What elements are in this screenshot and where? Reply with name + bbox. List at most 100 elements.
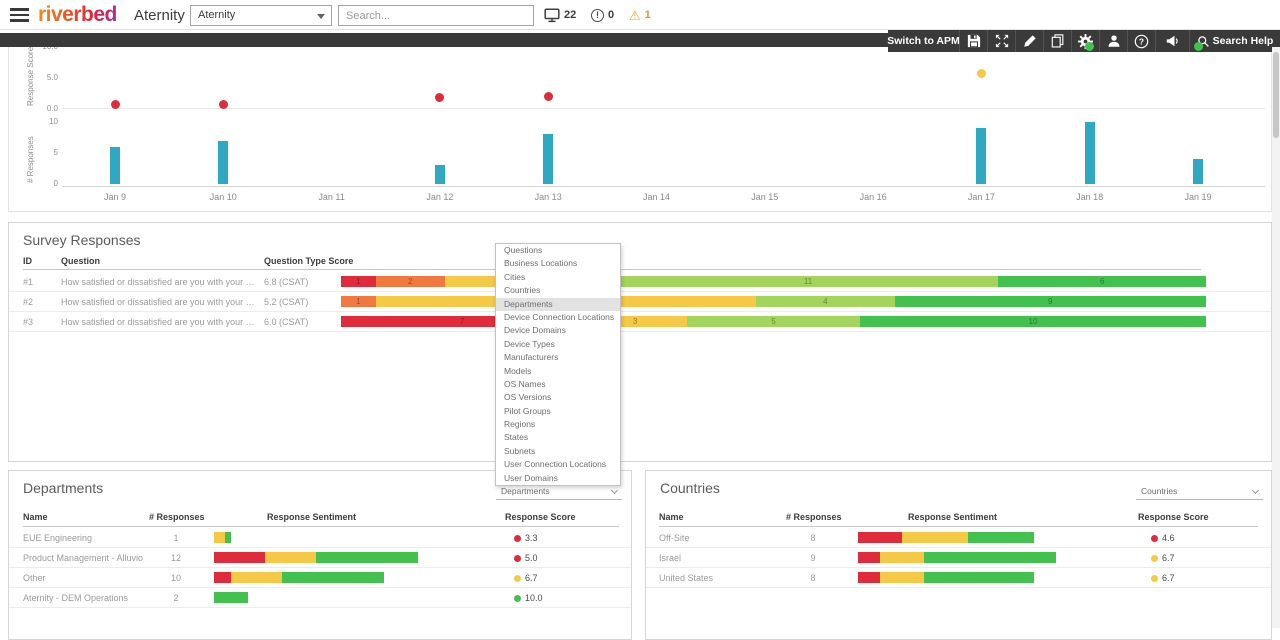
- hamburger-menu-icon[interactable]: [10, 8, 29, 22]
- responses-bar[interactable]: [218, 140, 229, 184]
- menu-item-os-names[interactable]: OS Names: [504, 378, 546, 389]
- sentiment-segment[interactable]: [265, 551, 316, 563]
- menu-item-cities[interactable]: Cities: [504, 271, 526, 282]
- countries-table-row[interactable]: Israel 9 6.7: [646, 547, 1271, 568]
- alert-status[interactable]: ! 0: [591, 0, 614, 30]
- help-button[interactable]: ?: [1128, 30, 1156, 52]
- survey-table-row[interactable]: #1 How satisfied or dissatisfied are you …: [9, 271, 1271, 292]
- sentiment-segment[interactable]: [214, 571, 231, 583]
- sentiment-segment[interactable]: [968, 531, 1034, 543]
- sentiment-segment[interactable]: [282, 571, 384, 583]
- countries-dimension-select[interactable]: Countries: [1136, 484, 1263, 500]
- responses-bar[interactable]: [434, 165, 445, 184]
- survey-table-row[interactable]: #3 How satisfied or dissatisfied are you …: [9, 311, 1271, 332]
- sentiment-segment[interactable]: 3: [583, 315, 687, 327]
- menu-item-departments[interactable]: Departments: [496, 297, 620, 311]
- menu-item-user-domains[interactable]: User Domains: [504, 472, 558, 483]
- menu-item-os-versions[interactable]: OS Versions: [504, 392, 552, 403]
- sentiment-segment[interactable]: 11: [617, 275, 999, 287]
- sentiment-bar[interactable]: [858, 571, 1034, 583]
- sentiment-segment[interactable]: [858, 571, 880, 583]
- sentiment-segment[interactable]: [225, 531, 231, 543]
- menu-item-states[interactable]: States: [504, 432, 529, 443]
- sentiment-segment[interactable]: [902, 531, 968, 543]
- sentiment-segment[interactable]: 9: [894, 295, 1206, 307]
- responses-bar[interactable]: [1193, 159, 1203, 184]
- menu-item-user-connection-locations[interactable]: User Connection Locations: [504, 459, 607, 470]
- sentiment-segment[interactable]: 7: [341, 315, 584, 327]
- menu-item-models[interactable]: Models: [504, 365, 532, 376]
- sentiment-segment[interactable]: 5: [686, 315, 860, 327]
- monitor-status[interactable]: 22: [544, 0, 576, 30]
- menu-item-pilot-groups[interactable]: Pilot Groups: [504, 405, 551, 416]
- sentiment-segment[interactable]: [880, 551, 924, 563]
- menu-item-device-connection-locations[interactable]: Device Connection Locations: [504, 311, 615, 322]
- sentiment-segment[interactable]: 1: [341, 275, 376, 287]
- user-button[interactable]: [1100, 30, 1128, 52]
- sentiment-segment[interactable]: [214, 531, 226, 543]
- departments-table-row[interactable]: Product Management - Alluvio 12 5.0: [9, 547, 631, 568]
- sentiment-segment[interactable]: [858, 551, 880, 563]
- responses-bar[interactable]: [543, 134, 554, 184]
- menu-item-questions[interactable]: Questions: [504, 245, 543, 255]
- score-point[interactable]: [1193, 41, 1203, 51]
- switch-to-apm-button[interactable]: Switch to APM: [887, 30, 960, 52]
- score-point[interactable]: [435, 92, 445, 102]
- workspace-select[interactable]: Aternity: [190, 5, 332, 26]
- announcements-button[interactable]: [1156, 30, 1190, 52]
- export-button[interactable]: [1044, 30, 1072, 52]
- warning-status[interactable]: ⚠ 1: [629, 0, 651, 30]
- fullscreen-button[interactable]: [988, 30, 1016, 52]
- survey-table-row[interactable]: #2 How satisfied or dissatisfied are you …: [9, 291, 1271, 312]
- menu-item-device-domains[interactable]: Device Domains: [504, 325, 566, 336]
- countries-table-row[interactable]: United States 8 6.7: [646, 567, 1271, 588]
- responses-bar[interactable]: [110, 146, 120, 184]
- score-point[interactable]: [543, 91, 553, 101]
- departments-dimension-select[interactable]: Departments: [496, 484, 622, 500]
- sentiment-bar[interactable]: 125116: [341, 275, 1206, 287]
- sentiment-segment[interactable]: [214, 551, 265, 563]
- departments-table-row[interactable]: EUE Engineering 1 3.3: [9, 527, 631, 548]
- sentiment-segment[interactable]: 2: [375, 275, 445, 287]
- sentiment-bar[interactable]: 11149: [341, 295, 1206, 307]
- menu-item-subnets[interactable]: Subnets: [504, 445, 536, 456]
- menu-item-business-locations[interactable]: Business Locations: [504, 258, 578, 269]
- sentiment-bar[interactable]: [214, 531, 231, 543]
- sentiment-bar[interactable]: [214, 551, 418, 563]
- sentiment-segment[interactable]: [924, 551, 1056, 563]
- search-help-button[interactable]: Search Help: [1190, 30, 1280, 52]
- sentiment-segment[interactable]: [231, 571, 282, 583]
- sentiment-segment[interactable]: [880, 571, 924, 583]
- sentiment-bar[interactable]: [858, 551, 1056, 563]
- sentiment-segment[interactable]: [214, 591, 248, 603]
- sentiment-segment[interactable]: [858, 531, 902, 543]
- score-point[interactable]: [218, 99, 228, 109]
- annotate-button[interactable]: [1016, 30, 1044, 52]
- sentiment-segment[interactable]: 1: [341, 295, 376, 307]
- sentiment-bar[interactable]: 7 3 5 10: [341, 315, 1206, 327]
- score-point[interactable]: [976, 69, 986, 79]
- sentiment-bar[interactable]: [214, 591, 248, 603]
- menu-item-device-types[interactable]: Device Types: [504, 338, 555, 349]
- sentiment-bar[interactable]: [858, 531, 1034, 543]
- page-scrollbar-track[interactable]: [1272, 47, 1280, 628]
- menu-item-countries[interactable]: Countries: [504, 285, 541, 296]
- search-input[interactable]: [338, 5, 534, 26]
- sentiment-segment[interactable]: 6: [998, 275, 1206, 287]
- responses-bar[interactable]: [1084, 122, 1095, 184]
- departments-table-row[interactable]: Aternity - DEM Operations 2 10.0: [9, 587, 631, 608]
- sentiment-segment[interactable]: [316, 551, 418, 563]
- sentiment-segment[interactable]: [924, 571, 1034, 583]
- departments-table-row[interactable]: Other 10 6.7: [9, 567, 631, 588]
- sentiment-bar[interactable]: [214, 571, 384, 583]
- menu-item-regions[interactable]: Regions: [504, 419, 536, 430]
- responses-bar[interactable]: [976, 128, 987, 184]
- save-button[interactable]: [960, 30, 988, 52]
- sentiment-segment[interactable]: 10: [859, 315, 1206, 327]
- sentiment-segment[interactable]: 4: [756, 295, 895, 307]
- page-scrollbar-thumb[interactable]: [1273, 52, 1279, 138]
- countries-table-row[interactable]: Off-Site 8 4.6: [646, 527, 1271, 548]
- menu-item-manufacturers[interactable]: Manufacturers: [504, 352, 559, 363]
- score-point[interactable]: [110, 99, 120, 109]
- score-point[interactable]: [1085, 41, 1095, 51]
